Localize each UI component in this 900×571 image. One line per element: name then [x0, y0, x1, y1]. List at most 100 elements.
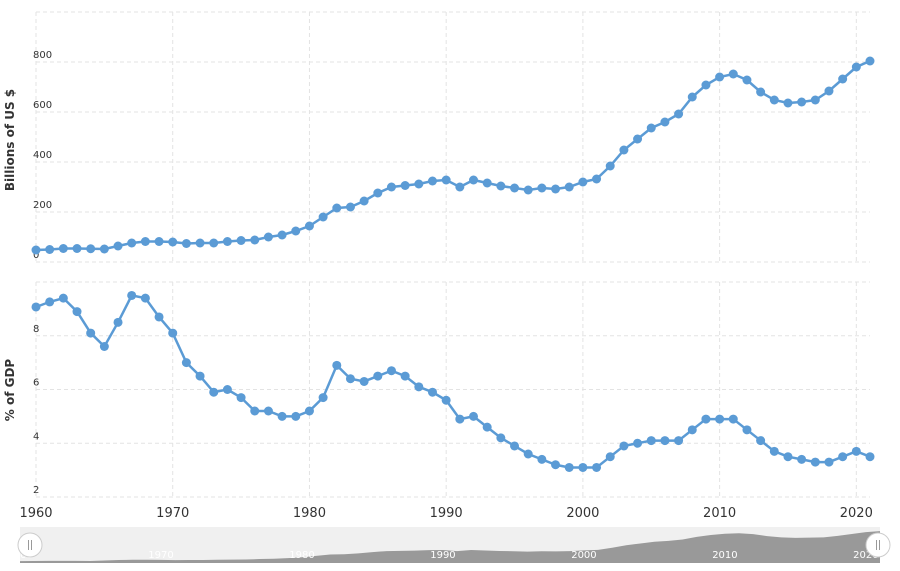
- navigator-label: 1970: [148, 550, 173, 561]
- data-point: [222, 385, 232, 394]
- data-point: [523, 185, 533, 195]
- data-point: [769, 446, 779, 456]
- data-point: [633, 134, 643, 144]
- data-point: [578, 177, 588, 187]
- data-point: [701, 80, 711, 90]
- data-point: [455, 414, 465, 424]
- data-point: [619, 441, 629, 451]
- data-point: [86, 244, 96, 254]
- data-point: [236, 236, 246, 245]
- data-point: [523, 449, 533, 459]
- navigator-label: 2000: [571, 550, 596, 561]
- data-point: [646, 436, 656, 446]
- data-point: [359, 196, 369, 206]
- data-point: [810, 95, 820, 105]
- data-point: [482, 178, 492, 188]
- data-point: [482, 422, 492, 432]
- data-point: [537, 183, 547, 193]
- x-tick-label: 1970: [156, 506, 189, 521]
- data-point: [633, 438, 643, 448]
- data-point: [578, 462, 588, 472]
- data-point: [551, 460, 561, 470]
- y-axis-title: Billions of US $: [3, 89, 17, 191]
- data-point: [441, 175, 451, 185]
- data-point: [441, 395, 451, 405]
- data-point: [742, 425, 752, 435]
- data-point: [824, 86, 834, 96]
- data-point: [277, 411, 287, 421]
- data-point: [332, 360, 342, 370]
- data-point: [605, 452, 615, 462]
- y-axis-title: % of GDP: [3, 359, 17, 422]
- x-tick-label: 1980: [293, 506, 326, 521]
- navigator-label: 1990: [430, 550, 455, 561]
- data-point: [414, 382, 424, 392]
- data-point: [72, 244, 82, 253]
- data-point: [72, 307, 82, 317]
- data-point: [687, 425, 697, 435]
- data-point: [756, 87, 766, 97]
- x-tick-label: 2010: [703, 506, 736, 521]
- navigator-area: [20, 531, 880, 563]
- data-point: [318, 212, 328, 222]
- data-point: [838, 452, 848, 462]
- data-point: [728, 69, 738, 79]
- y-tick-label: 4: [33, 431, 39, 442]
- data-point: [797, 97, 807, 107]
- data-point: [865, 56, 875, 66]
- data-point: [687, 92, 697, 102]
- data-point: [742, 75, 752, 85]
- data-point: [756, 436, 766, 446]
- navigator-label: 2010: [712, 550, 737, 561]
- x-tick-label: 2020: [840, 506, 873, 521]
- data-point: [140, 237, 150, 246]
- data-point: [318, 393, 328, 403]
- data-point: [414, 179, 424, 189]
- data-point: [674, 109, 684, 119]
- data-point: [605, 161, 615, 171]
- data-point: [564, 182, 574, 192]
- data-point: [332, 203, 342, 213]
- data-point: [701, 414, 711, 424]
- data-point: [400, 371, 410, 381]
- data-point: [400, 181, 410, 190]
- x-tick-label: 2000: [566, 506, 599, 521]
- data-point: [510, 441, 520, 451]
- navigator-handle[interactable]: [17, 532, 43, 558]
- data-point: [496, 181, 506, 191]
- x-tick-label: 1990: [430, 506, 463, 521]
- data-point: [277, 230, 287, 240]
- data-point: [783, 98, 793, 108]
- data-point: [810, 457, 820, 467]
- data-point: [195, 238, 205, 248]
- data-point: [209, 238, 219, 248]
- data-point: [510, 183, 520, 193]
- data-point: [646, 123, 656, 133]
- data-point: [469, 411, 479, 421]
- data-point: [58, 293, 68, 303]
- data-point: [373, 188, 383, 198]
- data-point: [851, 62, 861, 72]
- data-point: [99, 342, 109, 351]
- data-point: [236, 393, 246, 403]
- data-point: [304, 406, 314, 416]
- x-tick-label: 1960: [19, 506, 52, 521]
- y-tick-label: 2: [33, 485, 39, 496]
- data-point: [45, 245, 55, 254]
- data-line: [35, 59, 871, 252]
- data-point: [127, 290, 137, 300]
- y-tick-label: 400: [33, 150, 52, 161]
- data-point: [113, 241, 123, 251]
- data-point: [86, 328, 96, 338]
- navigator-handle[interactable]: [865, 532, 891, 558]
- data-point: [31, 302, 41, 312]
- data-point: [660, 117, 670, 127]
- data-point: [263, 406, 273, 416]
- data-point: [551, 184, 561, 194]
- data-point: [304, 221, 314, 231]
- data-point: [619, 145, 629, 155]
- data-point: [537, 454, 547, 464]
- data-point: [140, 293, 150, 303]
- data-point: [592, 462, 602, 472]
- data-point: [427, 176, 437, 186]
